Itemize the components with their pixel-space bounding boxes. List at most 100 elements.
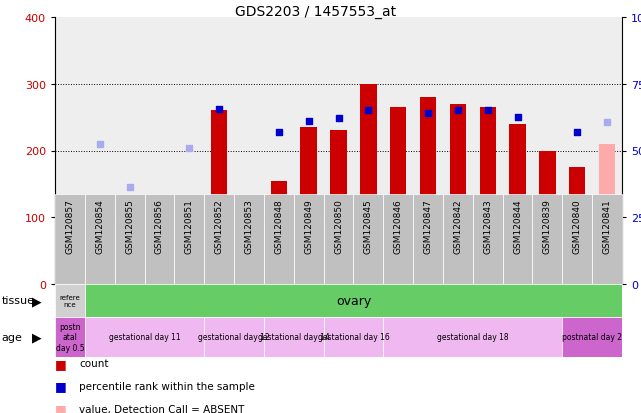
Text: GSM120856: GSM120856 — [155, 199, 164, 254]
Text: GSM120851: GSM120851 — [185, 199, 194, 254]
Text: postn
atal
day 0.5: postn atal day 0.5 — [56, 322, 84, 352]
Bar — [569, 168, 585, 284]
Text: gestational day 16: gestational day 16 — [317, 333, 389, 342]
Text: age: age — [1, 332, 22, 342]
Text: GSM120841: GSM120841 — [603, 199, 612, 254]
Bar — [360, 85, 376, 284]
Text: gestational day 14: gestational day 14 — [258, 333, 329, 342]
Bar — [330, 131, 347, 284]
Point — [602, 120, 612, 126]
Bar — [479, 108, 496, 284]
Bar — [562, 317, 622, 357]
Text: GSM120845: GSM120845 — [364, 199, 373, 254]
Bar — [241, 271, 257, 284]
Text: GSM120849: GSM120849 — [304, 199, 313, 254]
Text: GSM120844: GSM120844 — [513, 199, 522, 254]
Bar — [599, 145, 615, 284]
Bar — [271, 181, 287, 284]
Bar — [85, 317, 204, 357]
Bar — [264, 317, 324, 357]
Bar — [55, 284, 85, 317]
Bar — [383, 195, 413, 284]
Point — [154, 196, 165, 202]
Bar — [181, 218, 197, 284]
Bar — [121, 248, 138, 284]
Text: GSM120857: GSM120857 — [65, 199, 74, 254]
Text: GDS2203 / 1457553_at: GDS2203 / 1457553_at — [235, 5, 396, 19]
Text: GSM120855: GSM120855 — [125, 199, 134, 254]
Point — [95, 141, 105, 148]
Text: GSM120852: GSM120852 — [215, 199, 224, 254]
Point — [333, 115, 344, 122]
Text: percentile rank within the sample: percentile rank within the sample — [79, 381, 255, 391]
Text: tissue: tissue — [1, 296, 34, 306]
Bar — [204, 195, 234, 284]
Bar — [92, 201, 108, 284]
Text: GSM120848: GSM120848 — [274, 199, 283, 254]
Text: GSM120850: GSM120850 — [334, 199, 343, 254]
Text: ■: ■ — [55, 380, 67, 392]
Text: GSM120853: GSM120853 — [244, 199, 253, 254]
Bar — [115, 195, 144, 284]
Bar — [204, 317, 264, 357]
Bar — [211, 111, 228, 284]
Bar — [383, 317, 562, 357]
Bar — [174, 195, 204, 284]
Bar — [562, 195, 592, 284]
Bar — [85, 195, 115, 284]
Bar — [264, 195, 294, 284]
Bar — [533, 195, 562, 284]
Point — [483, 108, 493, 114]
Text: refere
nce: refere nce — [60, 294, 80, 307]
Bar — [450, 104, 466, 284]
Text: GSM120840: GSM120840 — [573, 199, 582, 254]
Bar — [539, 151, 556, 284]
Text: GSM120839: GSM120839 — [543, 199, 552, 254]
Point — [572, 129, 583, 136]
Text: value, Detection Call = ABSENT: value, Detection Call = ABSENT — [79, 404, 245, 413]
Text: gestational day 12: gestational day 12 — [198, 333, 270, 342]
Bar — [592, 195, 622, 284]
Bar — [473, 195, 503, 284]
Text: ▶: ▶ — [32, 294, 42, 307]
Text: GSM120842: GSM120842 — [453, 199, 462, 254]
Point — [124, 185, 135, 191]
Point — [244, 221, 254, 228]
Text: GSM120847: GSM120847 — [424, 199, 433, 254]
Bar — [353, 195, 383, 284]
Point — [512, 114, 522, 121]
Text: GSM120843: GSM120843 — [483, 199, 492, 254]
Point — [214, 107, 224, 113]
Bar — [294, 195, 324, 284]
Bar — [510, 124, 526, 284]
Text: gestational day 11: gestational day 11 — [109, 333, 180, 342]
Point — [65, 201, 75, 208]
Bar — [420, 98, 437, 284]
Point — [423, 111, 433, 117]
Bar — [503, 195, 533, 284]
Text: count: count — [79, 358, 109, 368]
Point — [274, 129, 284, 136]
Bar — [62, 251, 78, 284]
Text: gestational day 18: gestational day 18 — [437, 333, 508, 342]
Bar — [55, 317, 85, 357]
Bar — [413, 195, 443, 284]
Bar — [234, 195, 264, 284]
Text: ■: ■ — [55, 402, 67, 413]
Bar — [390, 108, 406, 284]
Text: GSM120846: GSM120846 — [394, 199, 403, 254]
Point — [363, 108, 374, 114]
Text: ■: ■ — [55, 357, 67, 370]
Text: ovary: ovary — [336, 294, 371, 307]
Bar — [144, 195, 174, 284]
Bar — [324, 195, 353, 284]
Text: postnatal day 2: postnatal day 2 — [562, 333, 622, 342]
Point — [184, 146, 194, 152]
Text: GSM120854: GSM120854 — [96, 199, 104, 254]
Text: ▶: ▶ — [32, 331, 42, 344]
Bar — [324, 317, 383, 357]
Point — [304, 119, 314, 125]
Bar — [55, 195, 85, 284]
Bar — [301, 128, 317, 284]
Point — [453, 108, 463, 114]
